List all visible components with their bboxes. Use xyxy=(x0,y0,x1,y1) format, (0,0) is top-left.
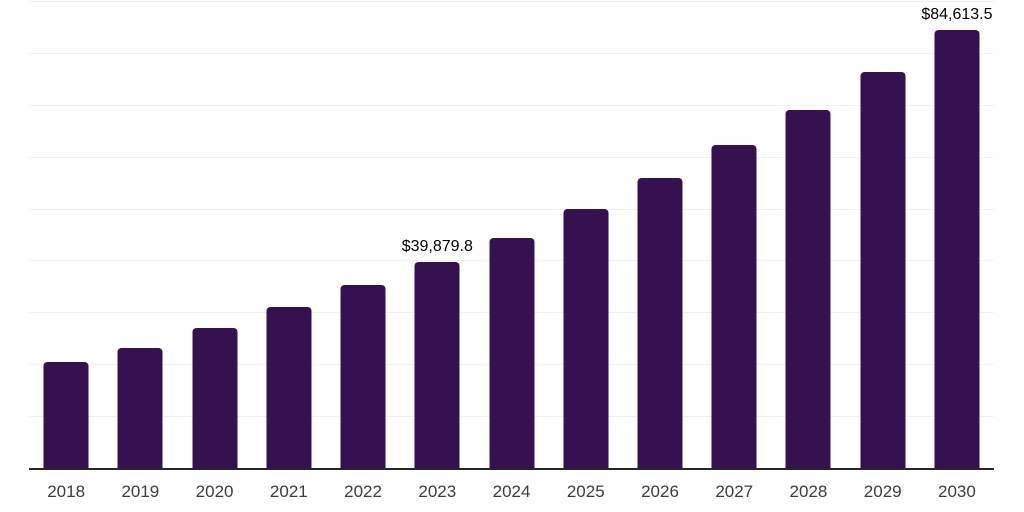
x-tick-2028: 2028 xyxy=(789,482,828,501)
bar-column: $84,613.5 xyxy=(920,2,994,469)
bar-2030 xyxy=(934,29,980,469)
bar-column xyxy=(29,2,103,469)
x-tick-2019: 2019 xyxy=(121,482,160,501)
x-axis-line xyxy=(29,468,994,470)
bar-column xyxy=(549,2,623,469)
bar-column xyxy=(474,2,548,469)
x-tick-2018: 2018 xyxy=(47,482,86,501)
bar-2024 xyxy=(489,237,535,469)
plot-area: $39,879.8 $84,613.5 xyxy=(29,1,994,470)
bar-column xyxy=(177,2,251,469)
bar-2025 xyxy=(563,209,609,469)
bar-column xyxy=(623,2,697,469)
bar-column xyxy=(846,2,920,469)
x-tick-2026: 2026 xyxy=(641,482,679,501)
bars-container: $39,879.8 $84,613.5 xyxy=(29,2,994,469)
bar-2022 xyxy=(340,284,386,469)
bar-column xyxy=(103,2,177,469)
x-tick-2030: 2030 xyxy=(938,482,976,501)
bar-2026 xyxy=(637,178,683,469)
x-tick-2029: 2029 xyxy=(863,482,902,501)
bar-2021 xyxy=(266,306,312,469)
x-tick-2024: 2024 xyxy=(492,482,531,501)
bar-2023 xyxy=(414,262,460,469)
value-label-2030: $84,613.5 xyxy=(921,5,993,23)
bar-2029 xyxy=(860,72,906,469)
x-tick-2020: 2020 xyxy=(195,482,234,501)
x-axis-labels: 2018 2019 2020 2021 2022 2023 2024 2025 2026 2027… xyxy=(29,483,994,500)
bar-column: $39,879.8 xyxy=(400,2,474,469)
bar-2019 xyxy=(117,348,163,469)
gridline xyxy=(29,156,994,158)
bar-column xyxy=(771,2,845,469)
gridline xyxy=(29,208,994,210)
bar-column xyxy=(326,2,400,469)
value-label-2023: $39,879.8 xyxy=(401,238,473,256)
x-tick-2027: 2027 xyxy=(715,482,754,501)
x-tick-2025: 2025 xyxy=(566,482,605,501)
gridline xyxy=(29,1,994,2)
bar-2027 xyxy=(711,144,757,469)
x-tick-2021: 2021 xyxy=(269,482,308,501)
bar-2020 xyxy=(192,328,238,469)
x-tick-2022: 2022 xyxy=(344,482,382,501)
x-tick-2023: 2023 xyxy=(418,482,457,501)
bar-2018 xyxy=(43,362,89,469)
bar-2028 xyxy=(785,109,831,469)
bar-column xyxy=(697,2,771,469)
gridline xyxy=(29,52,994,54)
gridline xyxy=(29,104,994,106)
bar-column xyxy=(252,2,326,469)
